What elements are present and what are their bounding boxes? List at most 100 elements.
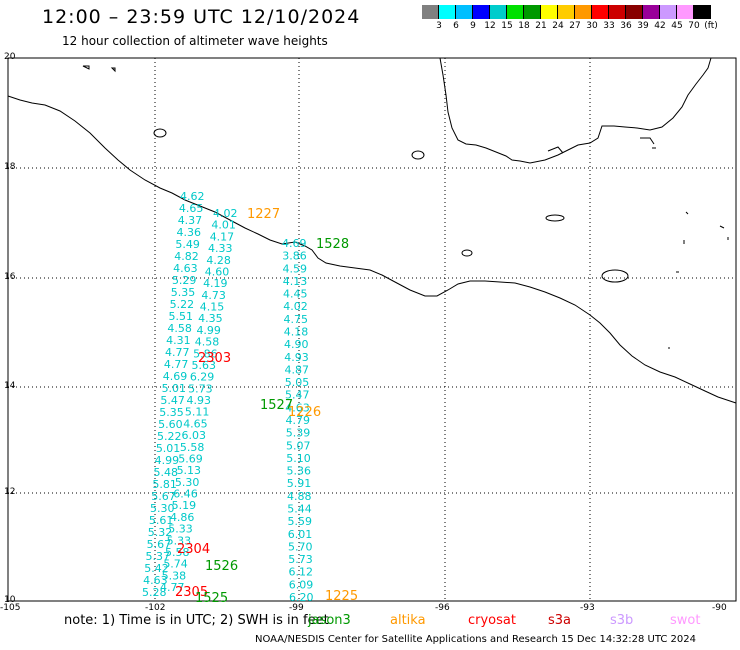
track-b-value: 4.02 [213, 207, 238, 220]
scale-swatch [575, 5, 592, 19]
track-c-value: 5.70 [288, 540, 313, 553]
track-b-value: 4.99 [196, 324, 221, 337]
pass-time-label: 1527 [260, 398, 293, 413]
track-a-value: 4.99 [155, 454, 180, 467]
track-c-value: 4.02 [283, 300, 308, 313]
scale-swatch [507, 5, 524, 19]
track-b-value: 5.58 [180, 441, 205, 454]
track-a-value: 5.81 [152, 478, 177, 491]
lat-lon-grid [8, 58, 736, 601]
scale-label: 42 [654, 21, 666, 31]
track-a-value: 4.62 [180, 190, 205, 203]
track-c-value: 5.91 [287, 477, 312, 490]
scale-swatch [677, 5, 694, 19]
track-a-value: 4.31 [166, 334, 191, 347]
scale-swatch [456, 5, 473, 19]
pass-time-label: 1526 [205, 559, 238, 574]
satellite-legend-item: cryosat [468, 613, 516, 628]
track-a-value: 5.48 [154, 466, 179, 479]
latitude-label: 16 [4, 272, 16, 282]
track-b-value: 5.19 [172, 499, 197, 512]
track-b-value: 5.74 [163, 558, 188, 571]
track-c-value: 4.87 [285, 363, 310, 376]
latitude-label: 20 [4, 52, 16, 62]
scale-label: 6 [453, 21, 459, 31]
track-a-value: 4.63 [173, 262, 198, 275]
track-b-value: 5.30 [175, 476, 200, 489]
lake-shape [153, 128, 167, 138]
scale-label: 24 [552, 21, 564, 31]
track-a-value: 5.51 [168, 310, 193, 323]
track-c-value: 5.10 [286, 452, 311, 465]
scale-label: 70 [688, 21, 700, 31]
satellite-legend-item: altika [390, 613, 426, 628]
track-c-value: 5.07 [286, 439, 311, 452]
track-a-value: 4.58 [167, 322, 192, 335]
longitude-label: -90 [712, 603, 727, 613]
track-c-value: 4.90 [284, 338, 309, 351]
track-b-value: 4.86 [170, 511, 195, 524]
track-a-value: 4.77 [164, 358, 189, 371]
track-a-value: 5.01 [156, 442, 181, 455]
track-c-value: 4.13 [283, 275, 308, 288]
track-c-value: 4.63 [285, 401, 310, 414]
scale-label: 39 [637, 21, 649, 31]
track-b-value: 5.69 [178, 452, 203, 465]
track-b-value: 4.60 [205, 265, 230, 278]
pass-time-label: 1225 [325, 589, 358, 604]
satellite-legend-item: jason3 [308, 613, 351, 628]
track-a-value: 5.49 [175, 238, 200, 251]
track-b-value: 4.28 [206, 254, 231, 267]
pacific-coastline [7, 95, 737, 404]
track-c-value: 3.86 [282, 250, 307, 263]
track-b-value: 4.65 [183, 417, 208, 430]
track-a-value: 5.01 [162, 382, 187, 395]
scale-swatch [490, 5, 507, 19]
track-c-value: 4.18 [284, 326, 309, 339]
track-c-value: 4.69 [282, 237, 307, 250]
scale-swatch [643, 5, 660, 19]
track-c-value: 5.39 [286, 427, 311, 440]
island-shape [82, 65, 729, 349]
track-a-value: 5.30 [150, 502, 175, 515]
satellite-legend-item: swot [670, 613, 701, 628]
track-a-value: 5.61 [149, 514, 174, 527]
track-c-value: 5.59 [288, 515, 313, 528]
scale-swatch [473, 5, 490, 19]
track-b-value: 5.86 [193, 347, 218, 360]
latitude-label: 12 [4, 487, 16, 497]
satellite-legend-item: s3a [548, 613, 572, 628]
track-a-value: 4.37 [178, 214, 203, 227]
track-b-value: 4.35 [198, 312, 223, 325]
track-a-value: 5.67 [151, 490, 176, 503]
track-a-value: 5.37 [145, 550, 170, 563]
track-a-value: 5.60 [158, 418, 183, 431]
pass-time-label: 2305 [175, 585, 208, 600]
track-c-value: 4.45 [283, 288, 308, 301]
scale-label: 21 [535, 21, 547, 31]
track-b-value: 4.15 [200, 301, 225, 314]
track-c-value: 4.59 [283, 262, 308, 275]
track-c-value: 4.88 [287, 490, 312, 503]
latitude-label: 10 [4, 595, 16, 605]
scale-swatch [626, 5, 643, 19]
track-a-value: 4.77 [165, 346, 190, 359]
track-a-value: 4.65 [179, 202, 204, 215]
track-b-value: 4.17 [210, 230, 235, 243]
scale-label: 18 [518, 21, 530, 31]
track-a-value: 5.35 [171, 286, 196, 299]
longitude-label: -105 [0, 603, 21, 613]
track-b-value: 5.58 [165, 546, 190, 559]
lake-shape [461, 249, 473, 257]
track-c-value: 5.47 [285, 389, 310, 402]
track-a-value: 5.32 [148, 526, 173, 539]
track-a-value: 5.28 [142, 586, 167, 599]
pass-time-label: 2303 [198, 351, 231, 366]
scale-swatch [439, 5, 456, 19]
footer-credit: NOAA/NESDIS Center for Satellite Applica… [255, 634, 697, 645]
latitude-label: 18 [4, 162, 16, 172]
pass-time-label: 1528 [316, 237, 349, 252]
